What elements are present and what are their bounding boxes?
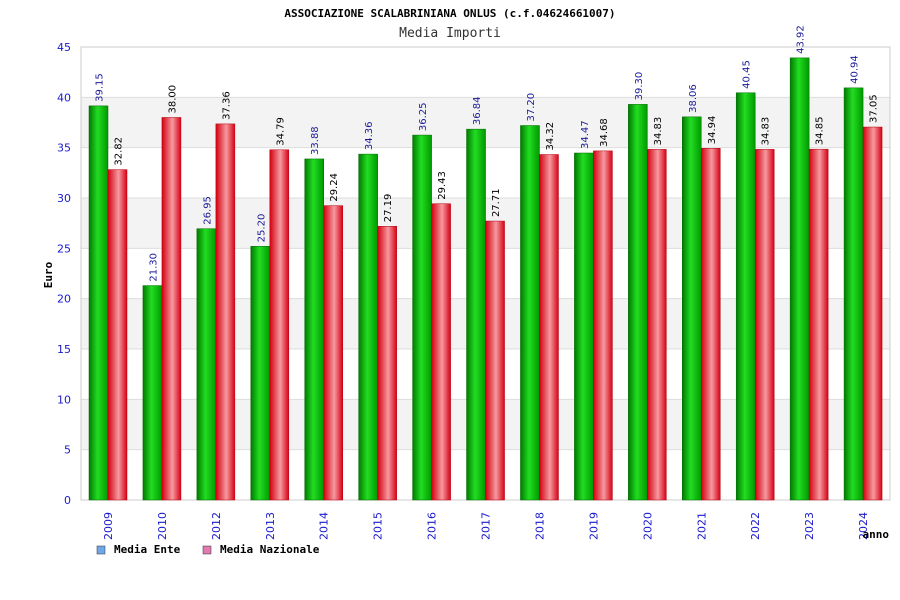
bar-media-ente-2021 <box>682 116 702 501</box>
x-tick-label-2018: 2018 <box>533 512 546 540</box>
data-label-media-nazionale-2013: 34.79 <box>275 117 286 146</box>
data-label-media-ente-2010: 21.30 <box>148 253 159 282</box>
bar-media-ente-2020 <box>628 104 648 501</box>
bar-media-nazionale-2015 <box>377 226 397 501</box>
data-label-media-nazionale-2020: 34.83 <box>653 117 664 146</box>
data-label-media-ente-2019: 34.47 <box>580 120 591 149</box>
bar-media-nazionale-2023 <box>808 148 829 501</box>
x-tick-label-2009: 2009 <box>102 512 115 540</box>
y-tick-label: 35 <box>57 142 71 155</box>
bar-media-ente-2009 <box>88 105 109 501</box>
x-tick-label-2022: 2022 <box>749 512 762 540</box>
bar-media-nazionale-2019 <box>593 150 613 501</box>
y-tick-label: 0 <box>64 494 71 507</box>
data-label-media-ente-2024: 40.94 <box>850 55 861 84</box>
data-label-media-ente-2023: 43.92 <box>796 25 807 54</box>
legend-label-media-ente: Media Ente <box>114 543 181 556</box>
data-label-media-nazionale-2018: 34.32 <box>545 122 556 151</box>
y-tick-label: 25 <box>57 242 71 255</box>
y-tick-label: 20 <box>57 293 71 306</box>
data-label-media-nazionale-2016: 29.43 <box>437 171 448 200</box>
data-label-media-ente-2015: 34.36 <box>364 121 375 150</box>
bar-media-nazionale-2021 <box>701 148 721 501</box>
y-axis-label: Euro <box>42 261 55 288</box>
legend-label-media-nazionale: Media Nazionale <box>220 543 320 556</box>
data-label-media-nazionale-2010: 38.00 <box>167 85 178 114</box>
x-tick-label-2015: 2015 <box>372 512 385 540</box>
bar-media-ente-2023 <box>789 57 810 501</box>
data-label-media-nazionale-2024: 37.05 <box>869 94 880 123</box>
chart-title: ASSOCIAZIONE SCALABRINIANA ONLUS (c.f.04… <box>284 7 615 20</box>
x-tick-label-2020: 2020 <box>641 512 654 540</box>
bar-media-nazionale-2020 <box>647 149 667 501</box>
bar-media-ente-2019 <box>574 152 594 501</box>
bar-media-ente-2014 <box>304 158 324 501</box>
data-label-media-ente-2013: 25.20 <box>256 214 267 243</box>
bar-media-ente-2010 <box>142 285 163 501</box>
chart-subtitle: Media Importi <box>399 26 501 41</box>
data-label-media-nazionale-2009: 32.82 <box>114 137 125 166</box>
bar-media-nazionale-2012 <box>215 123 236 501</box>
bar-media-nazionale-2018 <box>539 154 559 501</box>
x-tick-label-2019: 2019 <box>587 512 600 540</box>
x-tick-label-2010: 2010 <box>156 512 169 540</box>
y-tick-label: 30 <box>57 192 71 205</box>
data-label-media-ente-2014: 33.88 <box>310 126 321 155</box>
bar-media-nazionale-2017 <box>485 220 505 501</box>
data-label-media-ente-2022: 40.45 <box>742 60 753 89</box>
bar-media-nazionale-2013 <box>269 149 290 501</box>
data-label-media-nazionale-2019: 34.68 <box>599 118 610 147</box>
data-label-media-nazionale-2022: 34.83 <box>761 117 772 146</box>
bar-media-nazionale-2010 <box>161 117 182 501</box>
data-label-media-nazionale-2012: 37.36 <box>221 91 232 120</box>
data-label-media-nazionale-2021: 34.94 <box>707 116 718 145</box>
y-tick-label: 15 <box>57 343 71 356</box>
x-tick-label-2016: 2016 <box>426 512 439 540</box>
legend-swatch-media-ente <box>96 545 106 555</box>
x-tick-label-2012: 2012 <box>210 512 223 540</box>
data-label-media-ente-2017: 36.84 <box>472 97 483 126</box>
legend-swatch-media-nazionale <box>202 545 212 555</box>
bar-media-nazionale-2016 <box>431 203 451 501</box>
data-label-media-ente-2016: 36.25 <box>418 102 429 131</box>
data-label-media-nazionale-2014: 29.24 <box>329 173 340 202</box>
data-label-media-nazionale-2017: 27.71 <box>491 188 502 217</box>
x-tick-label-2014: 2014 <box>318 512 331 540</box>
bar-media-ente-2024 <box>843 87 864 501</box>
y-tick-label: 45 <box>57 41 71 54</box>
data-label-media-ente-2018: 37.20 <box>526 93 537 122</box>
x-tick-label-2017: 2017 <box>480 512 493 540</box>
x-tick-label-2023: 2023 <box>803 512 816 540</box>
x-axis-label: anno <box>863 528 890 541</box>
bar-media-nazionale-2014 <box>323 205 343 501</box>
y-tick-label: 10 <box>57 393 71 406</box>
bar-media-nazionale-2024 <box>862 126 883 501</box>
data-label-media-nazionale-2015: 27.19 <box>383 194 394 223</box>
bar-media-ente-2015 <box>358 153 378 501</box>
x-tick-label-2013: 2013 <box>264 512 277 540</box>
y-tick-label: 5 <box>64 444 71 457</box>
data-label-media-ente-2020: 39.30 <box>634 72 645 101</box>
data-label-media-ente-2021: 38.06 <box>688 84 699 113</box>
legend: Media Ente Media Nazionale <box>96 543 320 556</box>
bar-media-nazionale-2022 <box>754 149 775 501</box>
bar-media-ente-2016 <box>412 134 432 501</box>
bar-media-ente-2012 <box>196 228 217 501</box>
bar-media-ente-2022 <box>735 92 756 501</box>
y-tick-label: 40 <box>57 91 71 104</box>
data-label-media-ente-2012: 26.95 <box>202 196 213 225</box>
data-label-media-ente-2009: 39.15 <box>95 73 106 102</box>
data-label-media-nazionale-2023: 34.85 <box>815 117 826 146</box>
bar-media-ente-2017 <box>466 128 486 501</box>
x-tick-label-2024: 2024 <box>857 512 870 540</box>
bar-media-ente-2013 <box>250 246 271 501</box>
bar-media-ente-2018 <box>520 125 540 501</box>
bar-media-nazionale-2009 <box>107 169 128 501</box>
x-tick-label-2021: 2021 <box>695 512 708 540</box>
